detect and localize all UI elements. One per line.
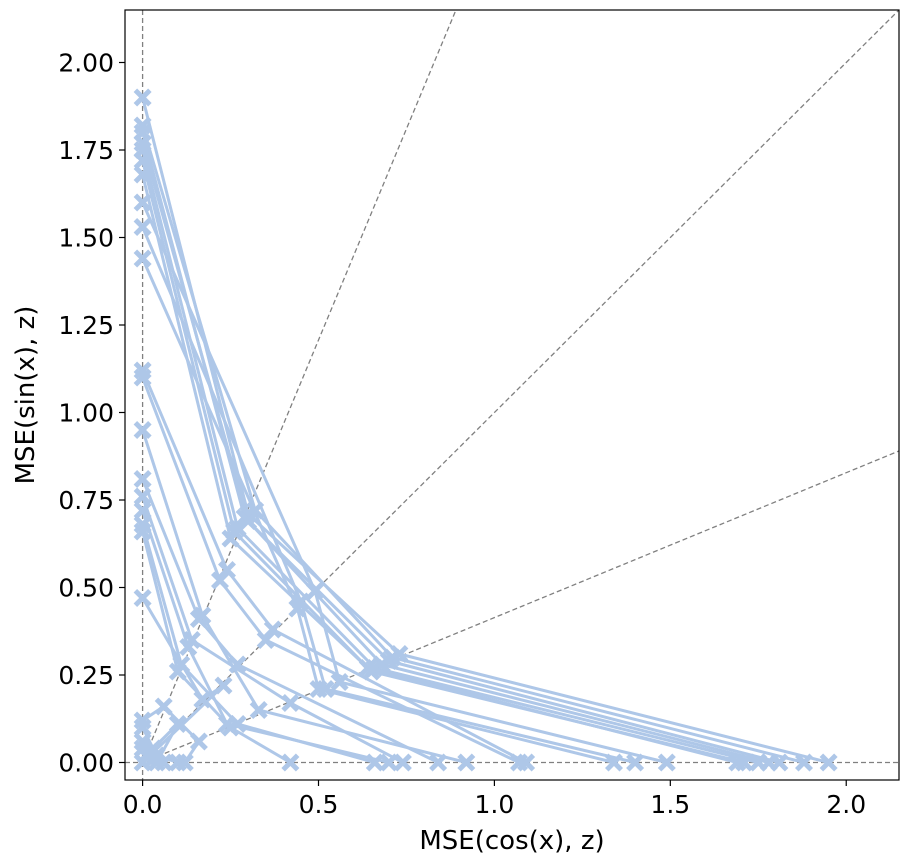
y-tick-label: 0.25 [58,661,114,690]
series-line [141,125,805,764]
data-point-marker [168,662,187,681]
y-tick-label: 0.00 [58,749,114,778]
y-axis-ticks: 0.00 0.25 0.50 0.75 1.00 1.25 1.50 1.75 2.00 [58,49,125,778]
x-tick-label: 0.5 [299,790,339,819]
x-tick-label: 2.0 [826,790,866,819]
data-point-marker [605,753,623,772]
data-point-marker [193,690,212,709]
data-point-marker [133,165,152,184]
data-point-marker [133,421,152,439]
data-point-marker [429,753,448,772]
x-axis-label: MSE(cos(x), z) [419,826,604,856]
y-tick-label: 2.00 [58,49,114,78]
data-point-marker [133,522,152,541]
data-point-marker [133,470,152,488]
ref-line-diagonal [141,10,457,763]
data-point-marker [819,753,838,772]
series-line [141,429,467,764]
data-point-marker [133,368,152,387]
data-point-marker [510,753,528,772]
data-point-marker [728,753,747,772]
data-point-marker [379,753,398,772]
data-point-marker [154,697,173,716]
series-line [141,478,439,764]
ref-line-diagonal [142,450,899,764]
data-point-marker [221,718,240,737]
data-point-marker [221,529,240,548]
data-point-marker [214,676,233,695]
data-point-marker [133,218,152,236]
data-point-marker [133,501,152,520]
data-point-marker [189,610,208,628]
series-line [141,369,527,764]
data-point-marker [249,701,268,719]
series-line [141,376,520,764]
data-point-marker [330,673,349,691]
data-point-marker [795,753,813,772]
y-tick-label: 0.50 [58,574,114,603]
data-point-marker [309,680,328,698]
y-axis-label: MSE(sin(x), z) [11,306,41,485]
series-line [141,226,636,764]
data-point-marker [393,753,412,772]
data-point-marker [211,571,229,590]
data-point-marker [133,151,152,170]
series-line [141,201,668,764]
y-tick-label: 1.50 [58,224,114,253]
data-point-marker [228,655,247,674]
x-tick-label: 0.0 [123,790,163,819]
x-axis-ticks: 0.0 0.5 1.0 1.5 2.0 [123,780,866,819]
data-point-marker [189,732,208,751]
data-point-marker [457,753,476,772]
data-point-marker [281,694,300,712]
plot-frame [124,9,900,781]
data-point-marker [749,753,768,772]
data-point-marker [288,599,307,618]
y-tick-label: 1.75 [58,136,114,165]
y-tick-label: 1.25 [58,311,114,340]
data-point-marker [133,718,152,737]
data-point-marker [256,631,275,649]
data-point-marker [133,193,152,212]
data-point-marker [365,753,384,772]
data-point-marker [281,753,300,772]
data-point-marker [168,753,187,772]
y-tick-label: 1.00 [58,399,114,428]
data-point-marker [626,753,645,772]
data-point-marker [168,715,187,733]
x-tick-label: 1.0 [475,790,515,819]
data-point-marker [133,487,152,506]
data-point-marker [133,88,152,107]
x-tick-label: 1.5 [650,790,690,819]
data-point-marker [154,753,173,772]
data-point-marker [657,753,676,772]
y-tick-label: 0.75 [58,486,114,515]
data-point-marker [133,589,152,607]
data-point-marker [133,249,152,268]
data-point-marker [306,582,324,600]
series-markers [133,88,838,772]
data-point-marker [358,659,377,677]
data-point-marker [179,638,198,656]
